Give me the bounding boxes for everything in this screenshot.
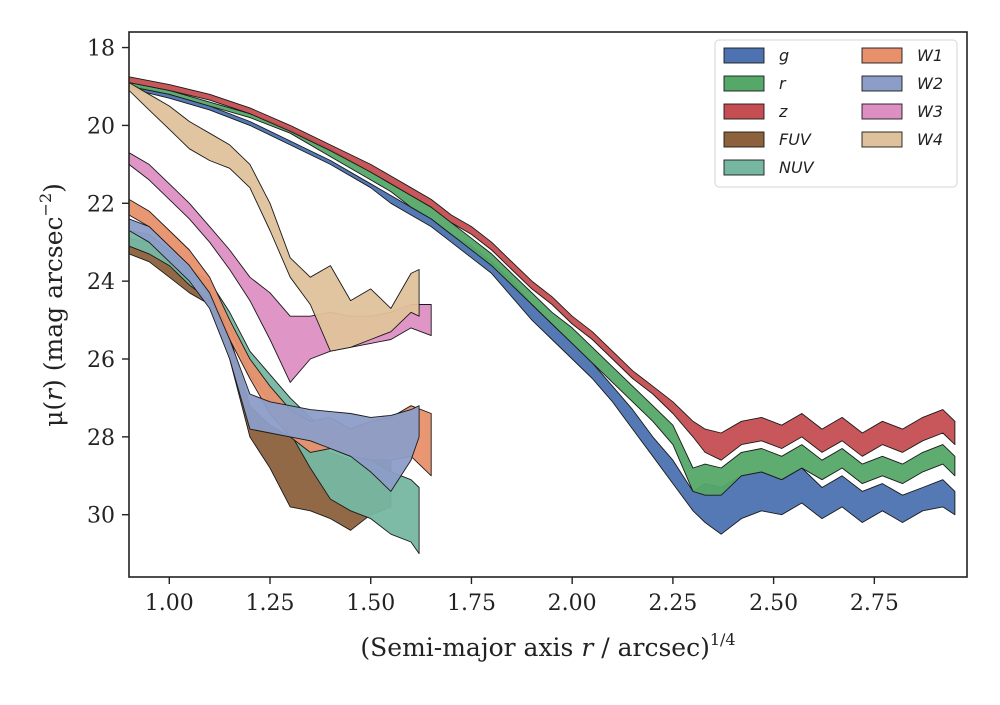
legend-swatch [723,103,765,120]
x-axis-title-main: (Semi-major axis [360,633,581,662]
legend-label: W1 [917,46,943,65]
ticks-layer: 1.00 1.25 1.50 1.75 2.00 2.25 2.50 2.75 18 20 22 24… [87,37,899,616]
legend-label: g [779,46,789,65]
x-axis-title-var: r [581,633,595,662]
legend-swatch [861,47,903,64]
band-z [129,76,956,461]
x-axis-title-exponent: 1/4 [710,630,736,649]
legend: grz FUV NUV W1 W2 W3 W4 [714,39,958,188]
y-tick-label: 26 [87,348,115,373]
legend-item-w4: W4 [861,130,943,149]
x-tick-label: 1.75 [447,591,496,616]
x-tick-label: 1.25 [246,591,295,616]
plot-frame [128,31,968,578]
legend-item-w3: W3 [861,102,943,121]
band-w2 [129,218,420,492]
y-tick-label: 28 [87,426,115,451]
legend-label: W3 [917,102,943,121]
x-tick-label: 2.75 [850,591,899,616]
legend-item-fuv: FUV [723,130,812,149]
y-tick-label: 20 [87,114,115,139]
x-tick-label: 1.50 [346,591,395,616]
legend-swatch [723,75,765,92]
legend-item-z: z [723,102,788,121]
band-r [129,82,956,496]
legend-label: W4 [917,130,943,149]
y-axis-title-exponent: −2 [36,193,55,217]
legend-label: NUV [779,158,815,177]
legend-label: z [778,102,788,121]
y-tick-label: 18 [87,37,115,62]
band-w4 [129,82,420,352]
legend-swatch [723,47,765,64]
legend-swatch [861,103,903,120]
x-tick-label: 1.00 [145,591,194,616]
y-tick-label: 30 [87,504,115,529]
legend-label: FUV [779,130,812,149]
legend-item-w2: W2 [861,74,943,93]
legend-item-g: g [723,46,789,65]
y-axis-title-var: r [39,387,68,401]
legend-swatch [861,75,903,92]
legend-entries: grz FUV NUV W1 W2 W3 W4 [723,46,943,177]
legend-swatch [723,131,765,148]
legend-swatch [723,159,765,176]
legend-swatch [861,131,903,148]
legend-item-r: r [723,74,787,93]
y-axis-title-tail: ) (mag arcsec [39,216,68,389]
y-tick-label: 24 [87,270,115,295]
legend-item-nuv: NUV [723,158,815,177]
x-tick-label: 2.25 [648,591,697,616]
bands-layer [129,76,956,555]
legend-item-w1: W1 [861,46,943,65]
x-axis-title: (Semi-major axis r / arcsec)1/4 [360,630,735,662]
x-tick-label: 2.00 [548,591,597,616]
y-axis-title-close: ) [39,183,68,193]
x-tick-label: 2.50 [749,591,798,616]
y-tick-label: 22 [87,192,115,217]
y-axis-title-main: μ( [39,401,68,427]
y-axis-title: μ(r) (mag arcsec−2) [36,183,68,427]
legend-label: r [779,74,787,93]
x-axis-title-tail: / arcsec) [593,633,710,662]
legend-label: W2 [917,74,943,93]
